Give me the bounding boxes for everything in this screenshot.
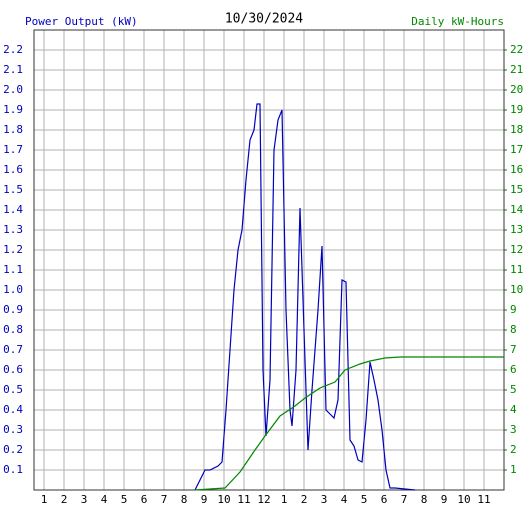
- y2-tick-label: 9: [510, 303, 517, 316]
- y-tick-label: 1.2: [3, 243, 23, 256]
- y-tick-label: 0.1: [3, 463, 23, 476]
- y-tick-label: 1.5: [3, 183, 23, 196]
- x-tick-label: 1: [281, 493, 288, 506]
- y2-tick-label: 20: [510, 83, 523, 96]
- x-tick-label: 9: [201, 493, 208, 506]
- x-tick-label: 3: [81, 493, 88, 506]
- x-tick-label: 8: [181, 493, 188, 506]
- y-tick-label: 0.5: [3, 383, 23, 396]
- x-tick-label: 6: [381, 493, 388, 506]
- x-tick-label: 10: [457, 493, 470, 506]
- x-tick-label: 6: [141, 493, 148, 506]
- y-tick-label: 1.7: [3, 143, 23, 156]
- y2-tick-label: 18: [510, 123, 523, 136]
- x-tick-label: 2: [61, 493, 68, 506]
- y2-tick-label: 13: [510, 223, 523, 236]
- y2-tick-label: 1: [510, 463, 517, 476]
- y-tick-label: 2.1: [3, 63, 23, 76]
- y-tick-label: 1.1: [3, 263, 23, 276]
- x-tick-label: 7: [161, 493, 168, 506]
- x-tick-label: 11: [477, 493, 490, 506]
- y-tick-label: 0.7: [3, 343, 23, 356]
- y-tick-label: 2.2: [3, 43, 23, 56]
- plot-border: [33, 29, 505, 491]
- chart-title: 10/30/2024: [225, 12, 303, 27]
- y2-tick-label: 19: [510, 103, 523, 116]
- y2-tick-label: 16: [510, 163, 523, 176]
- y-tick-label: 0.6: [3, 363, 23, 376]
- x-tick-label: 5: [121, 493, 128, 506]
- y2-tick-label: 17: [510, 143, 523, 156]
- y-tick-label: 0.2: [3, 443, 23, 456]
- y2-tick-label: 10: [510, 283, 523, 296]
- y2-axis-label: Daily kW-Hours: [411, 15, 504, 28]
- y2-tick-label: 6: [510, 363, 517, 376]
- y2-tick-label: 5: [510, 383, 517, 396]
- y2-tick-label: 11: [510, 263, 523, 276]
- y-tick-label: 2.0: [3, 83, 23, 96]
- y2-tick-label: 8: [510, 323, 517, 336]
- y2-tick-label: 15: [510, 183, 523, 196]
- y2-tick-label: 21: [510, 63, 523, 76]
- x-tick-label: 3: [321, 493, 328, 506]
- y-tick-label: 1.0: [3, 283, 23, 296]
- y-tick-label: 0.8: [3, 323, 23, 336]
- x-tick-label: 5: [361, 493, 368, 506]
- y-tick-label: 1.8: [3, 123, 23, 136]
- y-tick-label: 1.9: [3, 103, 23, 116]
- y2-tick-label: 22: [510, 43, 523, 56]
- x-tick-label: 1: [41, 493, 48, 506]
- y-tick-label: 1.3: [3, 223, 23, 236]
- x-tick-label: 2: [301, 493, 308, 506]
- y2-tick-label: 3: [510, 423, 517, 436]
- y2-tick-label: 2: [510, 443, 517, 456]
- y2-tick-label: 4: [510, 403, 517, 416]
- y-tick-label: 0.9: [3, 303, 23, 316]
- y-axis-label: Power Output (kW): [25, 15, 138, 28]
- series-line: [194, 103, 416, 491]
- x-tick-label: 11: [237, 493, 250, 506]
- y2-tick-label: 7: [510, 343, 517, 356]
- y-tick-label: 1.4: [3, 203, 23, 216]
- y2-tick-label: 12: [510, 243, 523, 256]
- y2-tick-label: 14: [510, 203, 524, 216]
- y-tick-label: 0.4: [3, 403, 23, 416]
- x-tick-label: 12: [257, 493, 270, 506]
- series-line: [194, 356, 504, 491]
- x-tick-label: 7: [401, 493, 408, 506]
- y-tick-label: 1.6: [3, 163, 23, 176]
- x-tick-label: 9: [441, 493, 448, 506]
- x-tick-label: 8: [421, 493, 428, 506]
- x-tick-label: 4: [341, 493, 348, 506]
- x-tick-label: 4: [101, 493, 108, 506]
- x-tick-label: 10: [217, 493, 230, 506]
- y-tick-label: 0.3: [3, 423, 23, 436]
